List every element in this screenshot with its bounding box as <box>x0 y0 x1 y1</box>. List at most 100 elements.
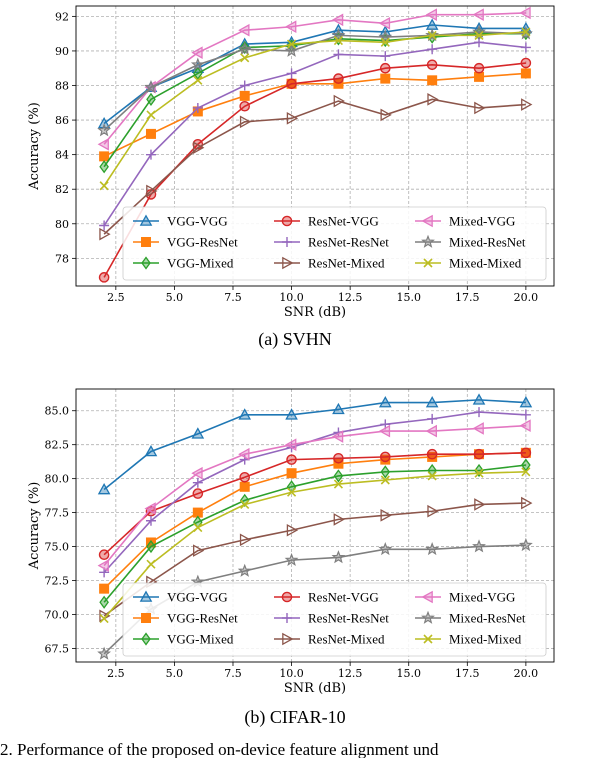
series-resnet-mixed <box>99 496 533 623</box>
legend-entry-mixed-mixed: Mixed-Mixed <box>415 256 522 271</box>
data-point <box>286 112 299 125</box>
data-point <box>519 396 533 408</box>
data-point <box>425 542 440 556</box>
legend-entry-resnet-mixed: ResNet-Mixed <box>274 256 385 271</box>
series-line <box>103 41 526 226</box>
data-point <box>239 481 250 492</box>
data-point <box>380 509 392 522</box>
data-point <box>333 36 343 46</box>
data-point <box>427 413 438 424</box>
y-tick-label: 92 <box>55 10 69 23</box>
data-point <box>193 522 203 533</box>
legend-label: VGG-ResNet <box>167 611 238 626</box>
legend-label: Mixed-VGG <box>449 214 515 229</box>
data-point <box>427 463 437 478</box>
legend-label: VGG-Mixed <box>167 632 234 647</box>
legend-label: Mixed-Mixed <box>449 632 522 647</box>
data-point <box>380 475 390 485</box>
legend-label: Mixed-VGG <box>449 590 515 605</box>
legend-label: Mixed-ResNet <box>449 611 526 626</box>
data-point <box>474 498 486 511</box>
legend-entry-resnet-resnet: ResNet-ResNet <box>274 611 389 626</box>
data-point <box>193 544 205 557</box>
x-tick-label: 15.0 <box>396 667 421 680</box>
data-point <box>379 451 391 463</box>
data-point <box>520 57 532 69</box>
data-point <box>146 539 156 554</box>
footer-text: 2. Performance of the proposed on-device… <box>0 740 439 758</box>
data-point <box>332 402 345 415</box>
legend-marker <box>423 258 433 268</box>
legend-entry-mixed-resnet: Mixed-ResNet <box>415 235 526 250</box>
data-point <box>427 75 438 86</box>
data-point <box>145 128 156 139</box>
data-point <box>427 504 439 518</box>
series-resnet-mixed <box>99 93 533 241</box>
data-point <box>285 20 297 34</box>
series-line <box>103 32 526 168</box>
y-axis-label: Accuracy (%) <box>27 482 42 571</box>
legend-marker <box>141 237 151 247</box>
legend-entry-resnet-vgg: ResNet-VGG <box>274 590 379 605</box>
x-axis-label: SNR (dB) <box>284 305 346 320</box>
y-tick-label: 86 <box>55 114 69 127</box>
data-point <box>97 123 112 137</box>
y-axis-label: Accuracy (%) <box>27 102 42 191</box>
data-point <box>521 496 533 510</box>
x-tick-label: 12.5 <box>338 667 363 680</box>
x-tick-label: 20.0 <box>514 667 539 680</box>
legend-entry-mixed-vgg: Mixed-VGG <box>415 214 515 229</box>
data-point <box>146 110 156 120</box>
data-point <box>378 16 391 30</box>
data-point <box>472 539 486 553</box>
data-point <box>286 480 297 494</box>
legend-marker <box>421 610 435 624</box>
data-point <box>238 447 250 461</box>
data-point <box>240 499 250 510</box>
data-point <box>474 30 484 40</box>
data-point <box>97 482 111 495</box>
data-point <box>474 101 486 115</box>
legend-marker <box>281 591 293 603</box>
y-tick-label: 88 <box>55 80 69 93</box>
series-mixed-mixed <box>99 27 531 191</box>
legend-label: ResNet-Mixed <box>308 256 385 271</box>
legend-label: ResNet-ResNet <box>308 235 389 250</box>
data-point <box>286 468 297 479</box>
legend-entry-mixed-resnet: Mixed-ResNet <box>415 611 526 626</box>
series-vgg-mixed <box>99 27 531 174</box>
legend-entry-vgg-mixed: VGG-Mixed <box>133 256 234 271</box>
y-tick-label: 75.0 <box>45 541 70 554</box>
series-line <box>103 399 526 491</box>
data-point <box>333 458 344 469</box>
data-point <box>286 454 297 465</box>
data-point <box>472 393 486 405</box>
legend-label: ResNet-ResNet <box>308 611 389 626</box>
legend-marker <box>139 590 153 602</box>
data-point <box>331 13 344 27</box>
legend-marker <box>139 214 153 226</box>
legend-label: ResNet-VGG <box>308 590 379 605</box>
data-point <box>333 469 344 483</box>
x-tick-label: 12.5 <box>338 291 363 304</box>
legend-box <box>122 206 547 281</box>
legend-label: VGG-VGG <box>167 214 228 229</box>
legend-label: Mixed-ResNet <box>449 235 526 250</box>
x-tick-label: 5.0 <box>166 667 184 680</box>
data-point <box>380 73 391 84</box>
legend-label: VGG-VGG <box>167 590 228 605</box>
legend-entry-vgg-resnet: VGG-ResNet <box>133 611 238 626</box>
data-point <box>144 444 158 457</box>
data-point <box>98 272 110 283</box>
plot-frame <box>75 5 555 287</box>
data-point <box>521 98 533 111</box>
data-point <box>474 468 484 478</box>
legend-label: VGG-Mixed <box>167 256 234 271</box>
series-vgg-mixed <box>99 458 531 609</box>
x-tick-label: 20.0 <box>514 291 539 304</box>
legend-marker <box>282 256 294 270</box>
data-point <box>99 160 109 174</box>
data-point <box>474 407 485 418</box>
y-tick-label: 67.5 <box>45 642 70 655</box>
data-point <box>239 533 252 547</box>
